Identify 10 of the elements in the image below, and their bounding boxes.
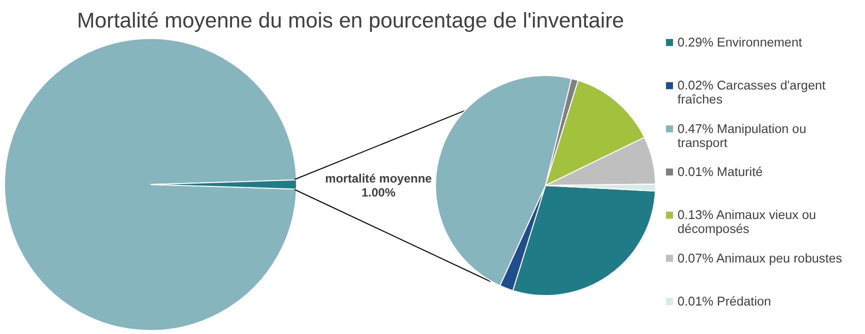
chart-title: Mortalité moyenne du mois en pourcentage de l'inventaire [76, 8, 624, 32]
legend-label: 0.13% Animaux vieux ou décomposés [678, 208, 816, 236]
data-label: 1.00% [361, 186, 396, 200]
legend-label: 0.07% Animaux peu robustes [678, 251, 842, 266]
legend-label: 0.01% Prédation [678, 294, 772, 308]
legend-label: 0.02% Carcasses d'argent fraîches [678, 78, 826, 107]
legend-label: 0.01% Maturité [678, 165, 763, 179]
legend-label: 0.29% Environnement [678, 36, 803, 50]
legend-label: 0.47% Manipulation ou transport [678, 122, 806, 150]
slice-label: mortalité moyenne [325, 172, 432, 186]
